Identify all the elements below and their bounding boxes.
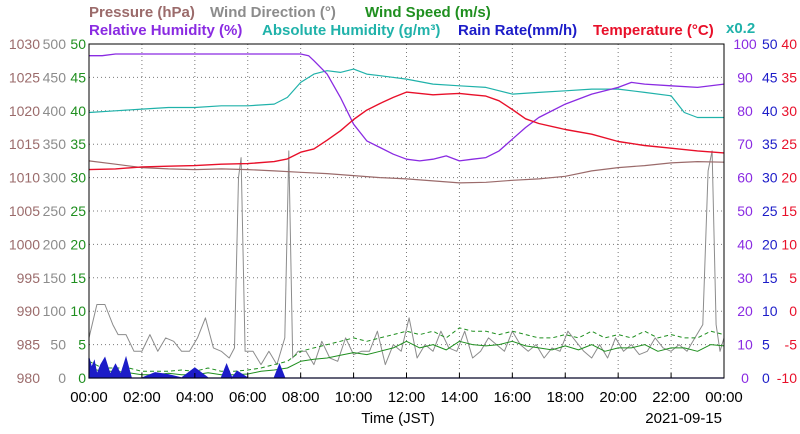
y-tick-rain: 25 bbox=[762, 203, 778, 219]
legend-relative-humidity: Relative Humidity (%) bbox=[89, 22, 242, 39]
x-tick-label: 08:00 bbox=[282, 389, 320, 406]
y-tick-winddir: 400 bbox=[43, 103, 67, 119]
y-tick-windspeed: 45 bbox=[70, 69, 86, 85]
legend-rain-rate: Rain Rate(mm/h) bbox=[458, 22, 577, 39]
legend-pressure: Pressure (hPa) bbox=[89, 4, 195, 21]
y-tick-temp: 0 bbox=[789, 303, 797, 319]
x-tick-label: 14:00 bbox=[441, 389, 479, 406]
y-tick-temp: 35 bbox=[781, 69, 797, 85]
date-label: 2021-09-15 bbox=[645, 410, 722, 427]
legend: Pressure (hPa) Wind Direction (°) Wind S… bbox=[89, 4, 755, 39]
x-tick-label: 04:00 bbox=[176, 389, 214, 406]
y-tick-windspeed: 25 bbox=[70, 203, 86, 219]
y-tick-windspeed: 0 bbox=[78, 370, 86, 386]
y-tick-temp: 40 bbox=[781, 36, 797, 52]
y-tick-pressure: 1010 bbox=[9, 170, 40, 186]
y-tick-winddir: 0 bbox=[58, 370, 66, 386]
legend-wind-speed: Wind Speed (m/s) bbox=[365, 4, 491, 21]
legend-wind-direction: Wind Direction (°) bbox=[210, 4, 336, 21]
y-tick-pressure: 1015 bbox=[9, 136, 40, 152]
series-rh bbox=[89, 53, 725, 162]
y-tick-rh: 100 bbox=[733, 36, 757, 52]
x-tick-label: 22:00 bbox=[652, 389, 690, 406]
y-tick-winddir: 150 bbox=[43, 270, 67, 286]
y-tick-pressure: 1000 bbox=[9, 236, 40, 252]
y-tick-winddir: 250 bbox=[43, 203, 67, 219]
y-tick-winddir: 100 bbox=[43, 303, 67, 319]
y-tick-pressure: 1020 bbox=[9, 103, 40, 119]
y-tick-rain: 15 bbox=[762, 270, 778, 286]
y-tick-rain: 45 bbox=[762, 69, 778, 85]
legend-absolute-humidity: Absolute Humidity (g/m³) bbox=[262, 22, 440, 39]
y-tick-winddir: 350 bbox=[43, 136, 67, 152]
y-tick-rain: 5 bbox=[762, 337, 770, 353]
y-tick-rh: 40 bbox=[737, 236, 753, 252]
y-tick-rh: 50 bbox=[737, 203, 753, 219]
y-tick-temp: 5 bbox=[789, 270, 797, 286]
y-tick-windspeed: 50 bbox=[70, 36, 86, 52]
y-tick-winddir: 500 bbox=[43, 36, 67, 52]
y-tick-rh: 20 bbox=[737, 303, 753, 319]
y-tick-rh: 0 bbox=[741, 370, 749, 386]
y-tick-pressure: 990 bbox=[17, 303, 41, 319]
y-tick-windspeed: 35 bbox=[70, 136, 86, 152]
y-tick-rain: 30 bbox=[762, 170, 778, 186]
y-tick-rh: 80 bbox=[737, 103, 753, 119]
y-tick-temp: 30 bbox=[781, 103, 797, 119]
series-ah bbox=[88, 68, 724, 119]
y-tick-pressure: 995 bbox=[17, 270, 41, 286]
y-tick-rain: 0 bbox=[762, 370, 770, 386]
x-tick-label: 00:00 bbox=[705, 389, 743, 406]
x-tick-label: 18:00 bbox=[546, 389, 584, 406]
y-tick-windspeed: 40 bbox=[70, 103, 86, 119]
y-tick-pressure: 1030 bbox=[9, 36, 40, 52]
y-tick-pressure: 985 bbox=[17, 337, 41, 353]
y-tick-rain: 20 bbox=[762, 236, 778, 252]
y-tick-windspeed: 30 bbox=[70, 170, 86, 186]
y-tick-rain: 35 bbox=[762, 136, 778, 152]
y-tick-temp: 20 bbox=[781, 170, 797, 186]
y-tick-temp: -5 bbox=[785, 337, 798, 353]
y-tick-rh: 10 bbox=[737, 337, 753, 353]
y-tick-rh: 90 bbox=[737, 69, 753, 85]
y-tick-rain: 40 bbox=[762, 103, 778, 119]
y-tick-rain: 10 bbox=[762, 303, 778, 319]
x-tick-label: 02:00 bbox=[123, 389, 161, 406]
y-tick-windspeed: 5 bbox=[78, 337, 86, 353]
y-tick-rh: 30 bbox=[737, 270, 753, 286]
x-axis-label: Time (JST) bbox=[361, 410, 435, 427]
y-tick-rain: 50 bbox=[762, 36, 778, 52]
y-tick-pressure: 1025 bbox=[9, 69, 40, 85]
data-series bbox=[88, 53, 725, 380]
x-tick-label: 12:00 bbox=[388, 389, 426, 406]
y-tick-winddir: 50 bbox=[50, 337, 66, 353]
y-tick-temp: 10 bbox=[781, 236, 797, 252]
series-temp bbox=[88, 91, 725, 171]
y-tick-temp: -10 bbox=[777, 370, 797, 386]
axes: 1030102510201015101010051000995990985980… bbox=[9, 36, 797, 406]
y-tick-temp: 25 bbox=[781, 136, 797, 152]
x-tick-label: 10:00 bbox=[335, 389, 373, 406]
y-tick-rh: 70 bbox=[737, 136, 753, 152]
y-tick-windspeed: 20 bbox=[70, 236, 86, 252]
y-tick-windspeed: 10 bbox=[70, 303, 86, 319]
series-pressure bbox=[88, 160, 725, 184]
x-tick-label: 20:00 bbox=[599, 389, 637, 406]
y-tick-pressure: 1005 bbox=[9, 203, 40, 219]
y-tick-temp: 15 bbox=[781, 203, 797, 219]
y-tick-winddir: 200 bbox=[43, 236, 67, 252]
series-winddir bbox=[88, 150, 725, 366]
y-tick-pressure: 980 bbox=[17, 370, 41, 386]
y-tick-winddir: 300 bbox=[43, 170, 67, 186]
ah-scale-label: x0.2 bbox=[726, 20, 755, 37]
x-tick-label: 06:00 bbox=[229, 389, 267, 406]
y-tick-rh: 60 bbox=[737, 170, 753, 186]
legend-temperature: Temperature (°C) bbox=[593, 22, 714, 39]
x-tick-label: 16:00 bbox=[494, 389, 532, 406]
y-tick-windspeed: 15 bbox=[70, 270, 86, 286]
x-tick-label: 00:00 bbox=[70, 389, 108, 406]
y-tick-winddir: 450 bbox=[43, 69, 67, 85]
